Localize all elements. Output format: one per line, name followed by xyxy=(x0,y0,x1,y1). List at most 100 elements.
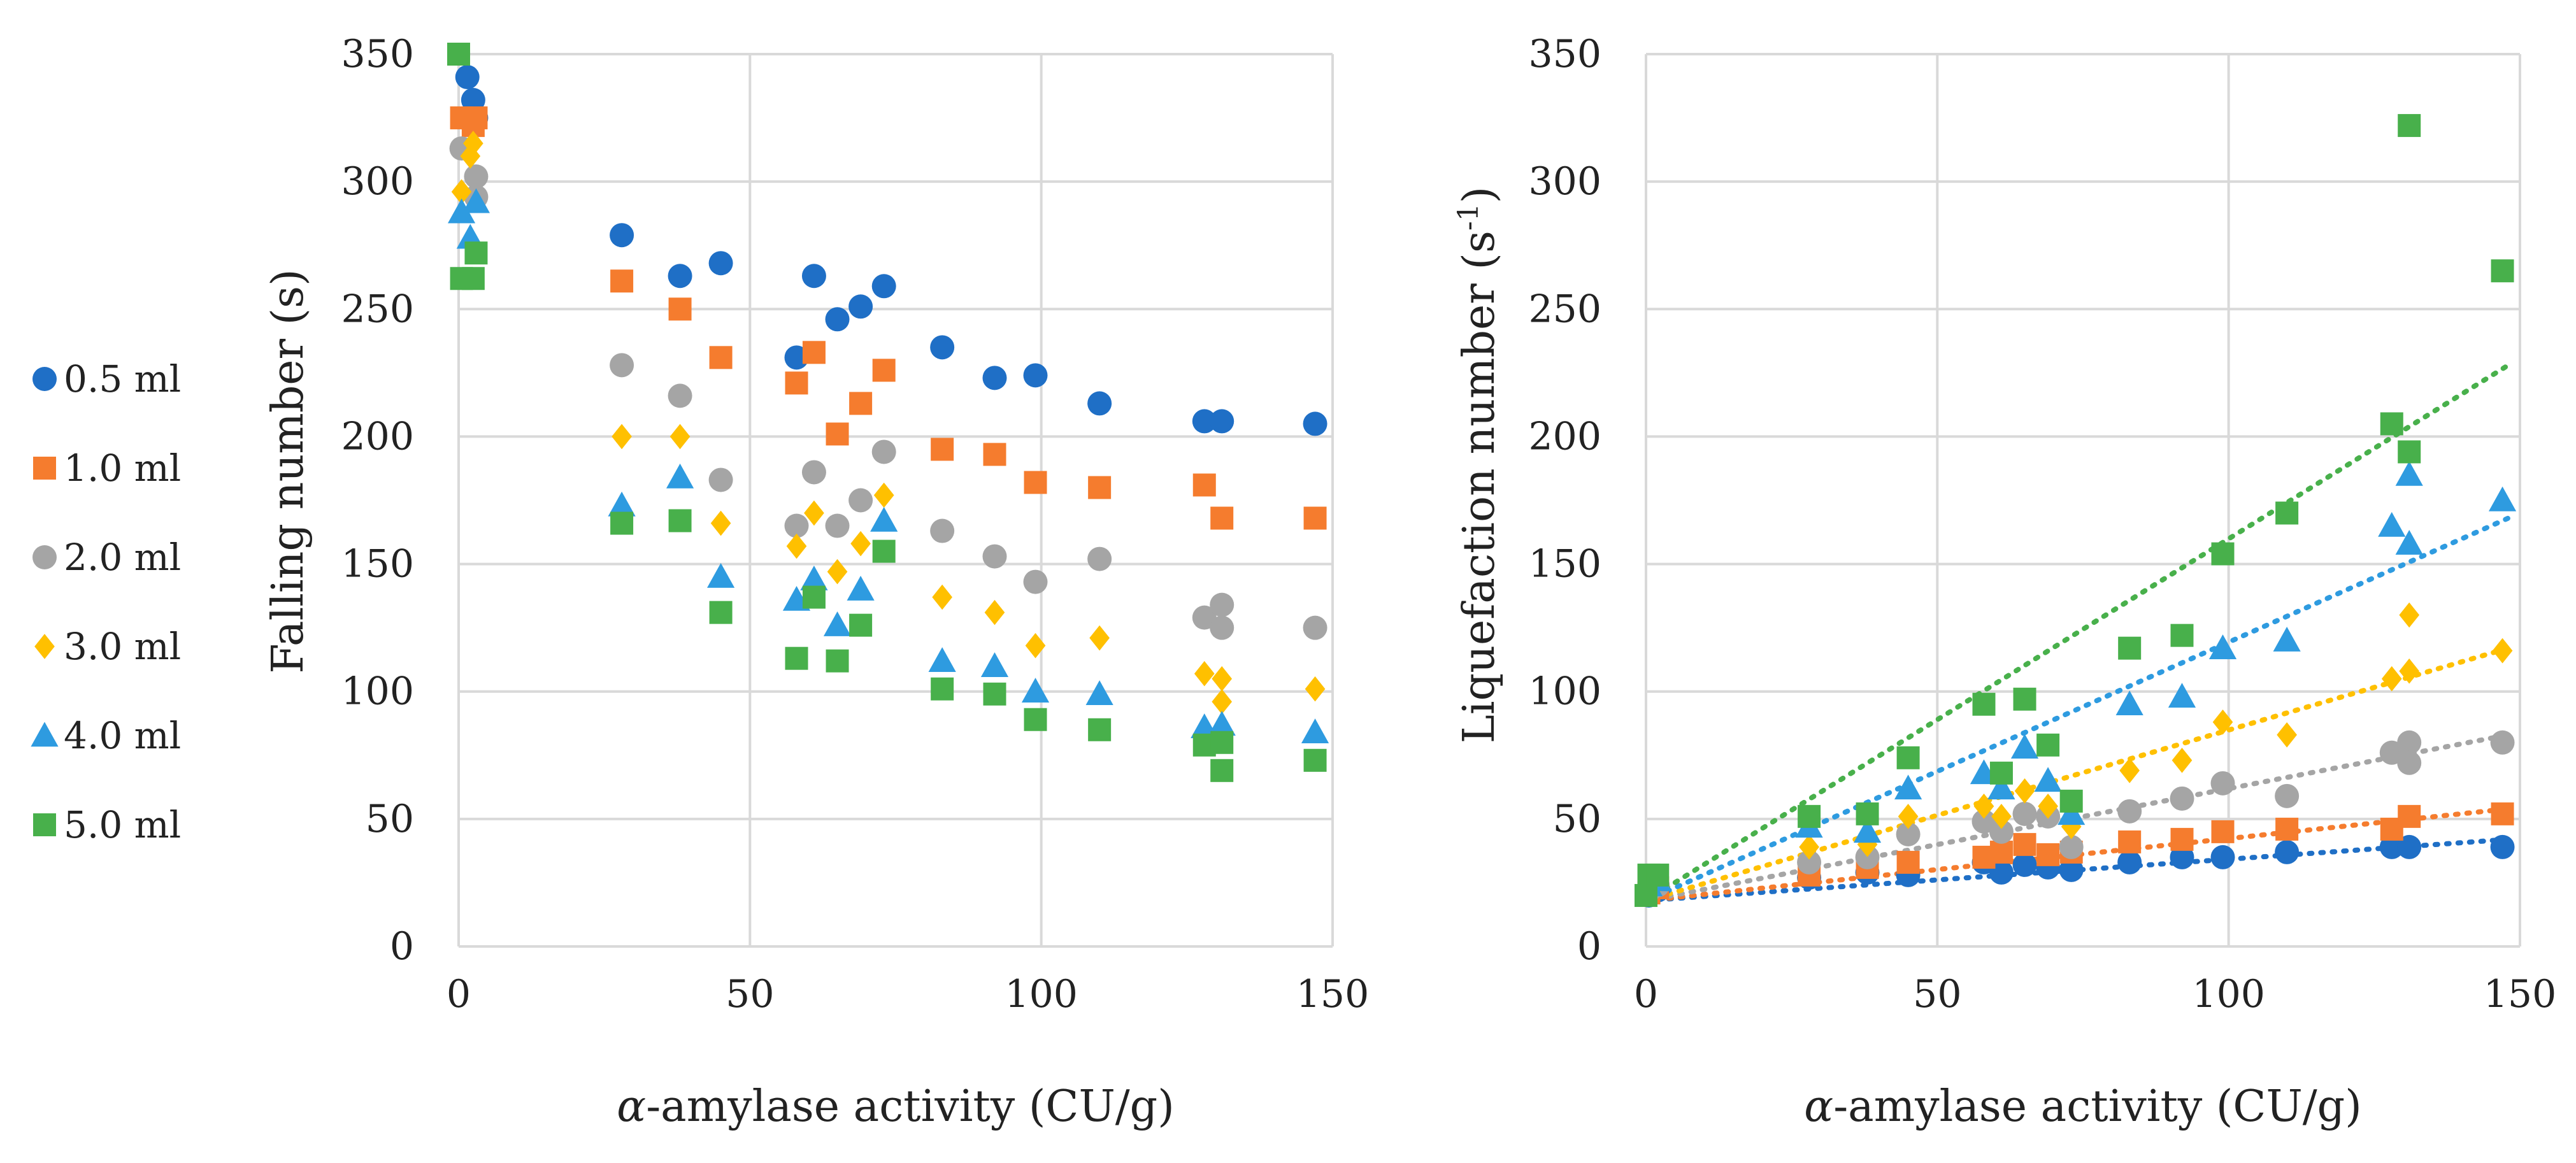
right-data-point xyxy=(1894,774,1922,800)
right-data-point xyxy=(1896,822,1921,846)
left-y-tick-label: 100 xyxy=(341,669,414,714)
right-data-point xyxy=(2211,542,2235,566)
left-data-point xyxy=(931,438,954,461)
right-data-point xyxy=(2277,722,2297,748)
left-data-point xyxy=(1192,409,1217,434)
left-data-point xyxy=(1305,676,1326,702)
left-data-points xyxy=(447,43,1329,782)
right-x-tick-label: 150 xyxy=(2484,972,2557,1017)
right-x-axis-title-rest: -amylase activity (CU/g) xyxy=(1833,1081,2362,1132)
right-data-point xyxy=(1896,746,1920,769)
left-data-point xyxy=(826,649,849,673)
left-data-point xyxy=(1088,476,1112,499)
legend-label: 5.0 ml xyxy=(64,803,181,846)
left-data-point xyxy=(462,188,490,213)
left-data-point xyxy=(928,647,956,672)
left-y-tick-label: 350 xyxy=(341,32,414,76)
legend-label: 4.0 ml xyxy=(64,714,181,757)
left-data-point xyxy=(825,307,850,332)
left-data-point xyxy=(669,424,691,450)
left-data-point xyxy=(1023,569,1048,594)
right-data-point xyxy=(2397,834,2422,859)
legend-marker xyxy=(31,722,59,747)
right-data-point xyxy=(2210,845,2235,869)
left-data-point xyxy=(871,439,896,464)
left-data-point xyxy=(668,383,692,408)
liquefaction-number-chart: 0 50 100 150 200 250 300 350 0 50 100 150 Liquefac… xyxy=(1452,32,2557,1132)
left-data-point xyxy=(825,513,850,538)
right-data-point xyxy=(2119,758,2140,783)
right-data-points xyxy=(1635,114,2517,908)
right-data-point xyxy=(2115,690,2143,716)
legend-label: 2.0 ml xyxy=(64,536,181,579)
right-data-point xyxy=(1972,692,1996,716)
right-y-tick-label: 200 xyxy=(1528,414,1601,459)
right-data-point xyxy=(2273,627,2301,652)
left-data-point xyxy=(802,585,826,609)
left-data-point xyxy=(668,297,692,321)
left-y-tick-label: 250 xyxy=(341,287,414,331)
left-data-point xyxy=(983,443,1006,466)
left-data-point xyxy=(461,267,485,290)
left-data-point xyxy=(849,392,873,415)
right-data-point xyxy=(1856,802,1879,825)
left-data-point xyxy=(1192,473,1216,497)
right-data-point xyxy=(2399,658,2420,684)
right-x-tick-label: 0 xyxy=(1634,972,1658,1017)
left-data-point xyxy=(980,652,1009,677)
left-data-point xyxy=(608,491,636,517)
left-data-point xyxy=(464,106,488,130)
right-x-axis-title: α-amylase activity (CU/g) xyxy=(1804,1081,2361,1132)
right-y-tick-label: 250 xyxy=(1528,287,1601,331)
right-y-axis-title: Liquefaction number (s-1) xyxy=(1452,187,1505,743)
left-data-point xyxy=(1024,471,1047,494)
left-x-tick-label: 100 xyxy=(1005,972,1078,1017)
right-y-axis-title-main: Liquefaction number (s xyxy=(1454,231,1505,743)
left-data-point xyxy=(1208,711,1236,736)
right-data-point xyxy=(2212,709,2233,735)
right-data-point xyxy=(2398,114,2421,138)
left-data-point xyxy=(1025,632,1046,659)
right-data-point xyxy=(1989,840,2013,864)
right-data-point xyxy=(1646,863,1670,887)
legend-label: 1.0 ml xyxy=(64,446,181,490)
left-data-point xyxy=(447,43,470,66)
left-data-point xyxy=(870,506,898,532)
right-data-point xyxy=(1898,804,1919,829)
legend-marker xyxy=(33,813,56,836)
left-data-point xyxy=(1210,731,1234,754)
right-data-point xyxy=(2490,834,2515,859)
right-data-point xyxy=(2010,734,2039,759)
left-data-point xyxy=(708,251,733,276)
left-y-tick-label: 200 xyxy=(341,414,414,459)
left-y-axis-title: Falling number (s) xyxy=(263,269,313,673)
right-data-point xyxy=(2397,750,2422,775)
right-data-point xyxy=(2013,687,2036,711)
left-x-tick-label: 50 xyxy=(726,972,774,1017)
right-data-point xyxy=(2059,834,2084,859)
left-data-point xyxy=(850,531,871,557)
left-data-point xyxy=(610,269,634,293)
right-data-point xyxy=(2118,830,2142,853)
right-y-tick-label: 300 xyxy=(1528,159,1601,204)
left-data-point xyxy=(709,601,733,624)
right-data-point xyxy=(2211,820,2235,843)
left-data-point xyxy=(1212,689,1233,715)
right-data-point xyxy=(2492,638,2513,664)
right-data-point xyxy=(2399,602,2420,628)
left-data-point xyxy=(848,294,873,319)
left-data-point xyxy=(784,513,809,538)
right-data-point xyxy=(2117,850,2142,874)
right-data-point xyxy=(2275,783,2300,808)
right-data-point xyxy=(1991,804,2012,829)
left-data-point xyxy=(849,613,873,637)
right-x-axis-title-greek: α xyxy=(1804,1081,1833,1132)
left-data-point xyxy=(847,576,875,601)
left-data-point xyxy=(707,562,735,588)
left-y-tick-labels: 0 50 100 150 200 250 300 350 xyxy=(341,32,414,969)
left-data-point xyxy=(1210,759,1234,782)
legend-label: 3.0 ml xyxy=(64,625,181,668)
right-data-point xyxy=(2168,683,2196,708)
right-data-point xyxy=(2398,804,2421,828)
